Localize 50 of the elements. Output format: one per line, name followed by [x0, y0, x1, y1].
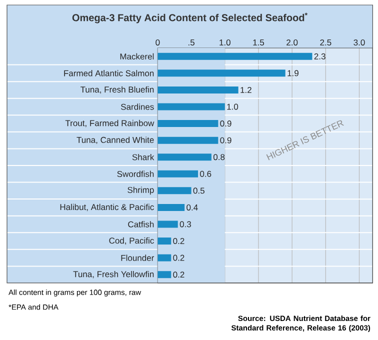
- y-tick-label: Tuna, Fresh Bluefin: [80, 86, 154, 94]
- x-tick-label: .5: [188, 40, 194, 46]
- y-tick-label: Shrimp: [128, 186, 154, 195]
- bar: [158, 70, 286, 77]
- x-tick-label: 3.0: [354, 39, 365, 46]
- data-label: 0.3: [180, 221, 192, 228]
- x-tick-label: 0: [156, 39, 160, 46]
- y-tick-label: Flounder: [121, 254, 154, 261]
- bar: [158, 52, 312, 60]
- data-label: 0.5: [193, 188, 204, 194]
- y-tick-label: Cod, Pacific: [109, 237, 154, 245]
- chart-title: Omega-3 Fatty Acid Content of Selected Seafood$^{*}$: [72, 12, 308, 24]
- x-tick-label: 2.0: [286, 39, 298, 46]
- data-label: 0.6: [200, 170, 212, 177]
- x-tick-label: 1.5: [253, 40, 264, 46]
- y-tick-label: Tuna, Canned White: [76, 136, 154, 144]
- bar: [158, 86, 238, 94]
- y-tick-label: Trout, Farmed Rainbow: [65, 120, 154, 128]
- data-label: 0.9: [220, 120, 232, 127]
- x-tick-label: 1.0: [220, 39, 230, 46]
- y-tick-label: Farmed Atlantic Salmon: [64, 70, 154, 76]
- bar: [158, 170, 198, 178]
- data-label: 2.3: [314, 53, 326, 60]
- y-tick-label: Swordfish: [117, 170, 154, 178]
- x-tick-label: 2.5: [320, 39, 332, 46]
- bar: [158, 187, 192, 194]
- data-label: 0.2: [173, 254, 184, 261]
- y-tick-label: Halibut, Atlantic & Pacific: [60, 204, 154, 212]
- y-tick-label: Sardines: [121, 104, 154, 110]
- data-label: 0.2: [173, 272, 184, 278]
- bar: [158, 136, 218, 144]
- data-label: 0.4: [186, 204, 198, 210]
- data-label: 0.2: [173, 238, 184, 244]
- bar: [158, 220, 178, 228]
- bar: [158, 254, 172, 262]
- data-label: 1.2: [240, 87, 252, 93]
- data-label: 1.0: [227, 104, 238, 110]
- y-tick-label: Mackerel: [120, 53, 154, 60]
- data-label: 0.8: [213, 154, 225, 160]
- bar: [158, 103, 225, 110]
- bar: [158, 238, 172, 245]
- y-tick-label: Catfish: [128, 221, 154, 228]
- data-label: 1.9: [288, 70, 298, 76]
- bar: [158, 204, 185, 211]
- data-label: 0.9: [220, 137, 232, 144]
- y-tick-label: Shark: [132, 154, 154, 160]
- y-tick-label: Tuna, Fresh Yellowfin: [73, 270, 154, 278]
- bar: [158, 271, 172, 278]
- bar: [158, 120, 218, 128]
- bar: [158, 154, 212, 161]
